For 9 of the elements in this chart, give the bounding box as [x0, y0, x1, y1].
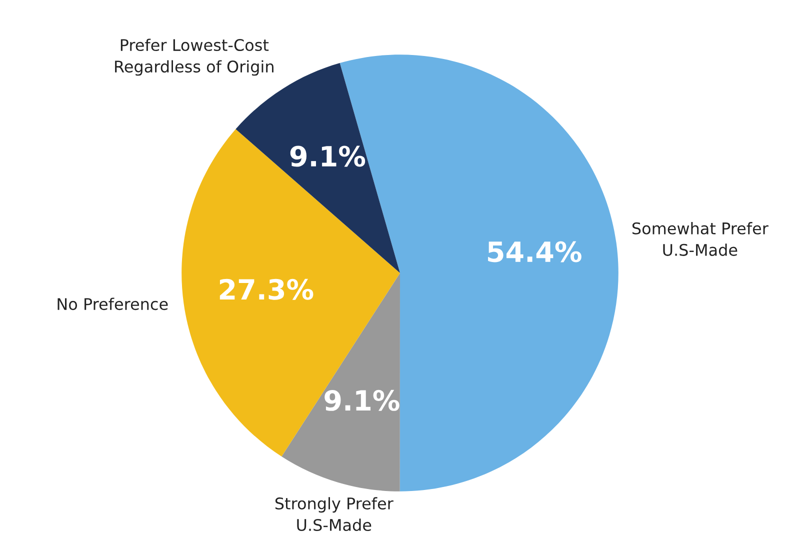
slice-label: No Preference: [58, 298, 168, 310]
data-label: 9.1%: [290, 146, 366, 167]
data-label: 54.4%: [488, 241, 582, 262]
slice-label: Somewhat Prefer U.S-Made: [632, 222, 768, 256]
slice-label: Strongly Prefer U.S-Made: [275, 497, 394, 532]
data-label: 27.3%: [220, 278, 314, 300]
slice-label: Prefer Lowest-Cost Regardless of Origin: [115, 38, 274, 76]
data-label: 9.1%: [324, 390, 400, 411]
pie-slice: [182, 129, 400, 457]
